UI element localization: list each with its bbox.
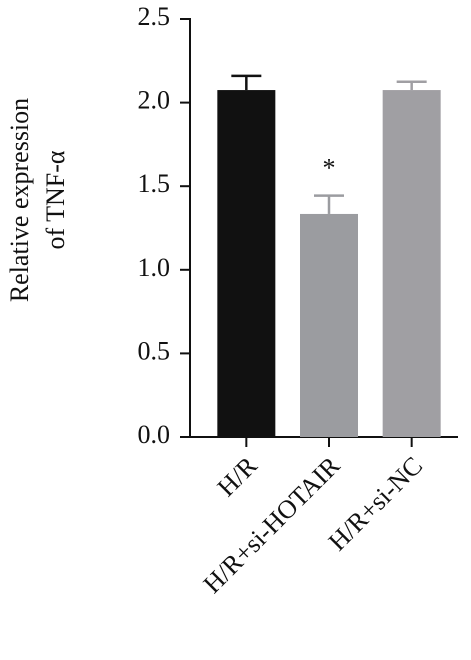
y-tick-label: 2.0 — [138, 86, 171, 115]
y-tick-label: 2.5 — [138, 2, 171, 31]
y-tick-label: 0.5 — [138, 336, 171, 365]
bar — [300, 213, 358, 437]
significance-label: * — [323, 154, 336, 183]
y-tick-label: 0.0 — [138, 420, 171, 449]
y-axis-label: of TNF-α — [41, 150, 70, 249]
bar — [382, 90, 441, 437]
y-axis-label: Relative expression — [5, 98, 34, 302]
y-tick-label: 1.5 — [138, 169, 171, 198]
bar — [217, 90, 276, 437]
y-tick-label: 1.0 — [138, 253, 171, 282]
x-tick-label: H/R — [212, 450, 264, 502]
